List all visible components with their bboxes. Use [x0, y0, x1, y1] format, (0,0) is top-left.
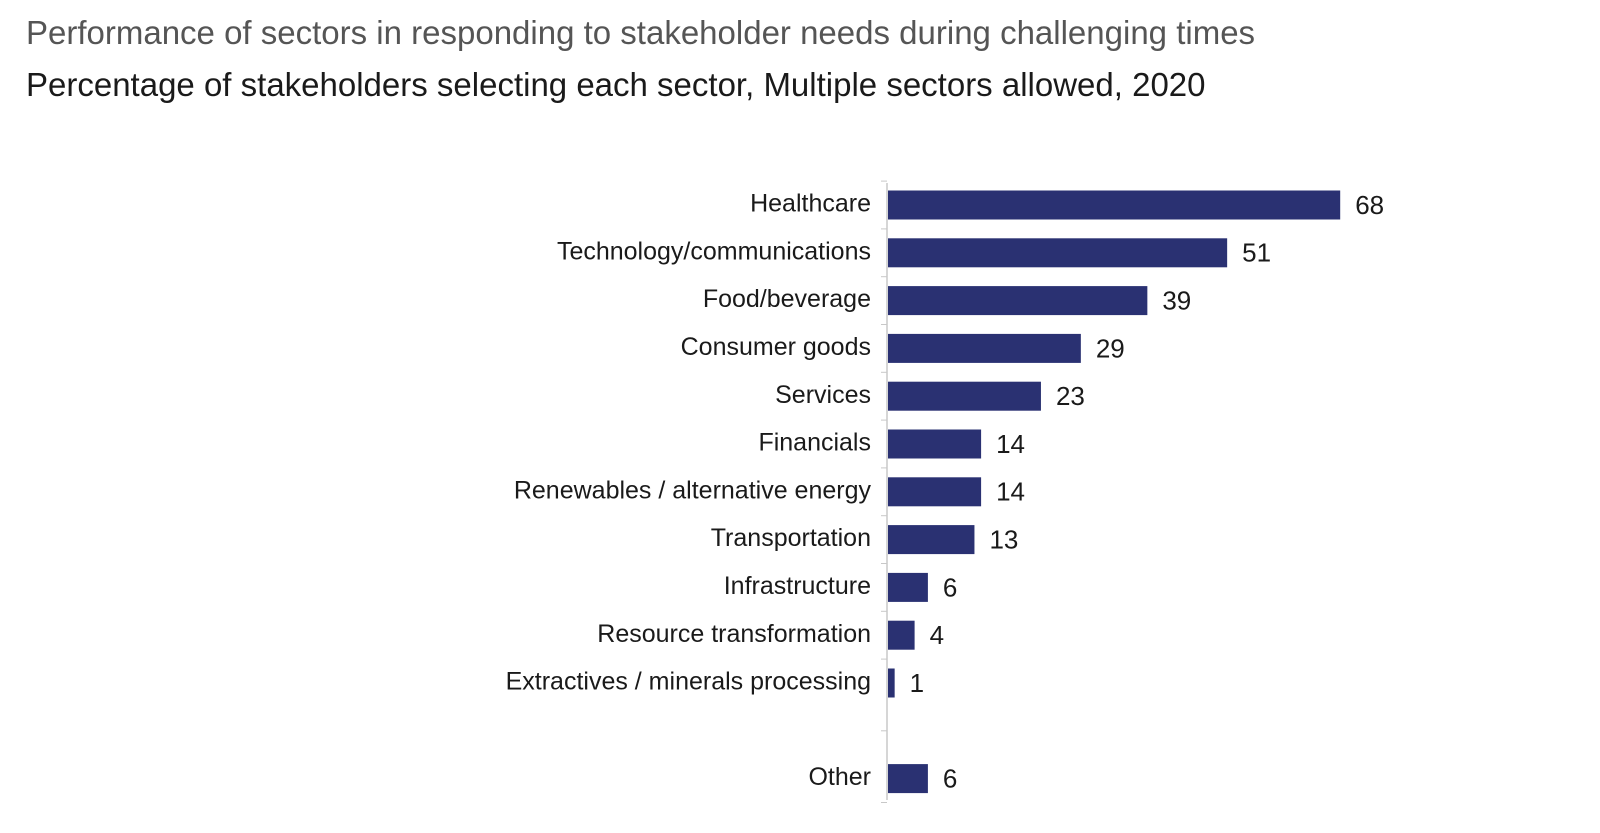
value-label: 68: [1355, 190, 1384, 220]
category-label: Services: [775, 381, 871, 409]
category-label: Renewables / alternative energy: [514, 476, 872, 504]
bar: [888, 668, 895, 698]
category-label: Other: [808, 763, 871, 791]
value-label: 14: [996, 477, 1025, 507]
value-label: 13: [989, 524, 1018, 554]
category-label: Financials: [758, 429, 871, 457]
value-label: 23: [1056, 381, 1085, 411]
category-label: Food/beverage: [703, 285, 871, 313]
value-label: 29: [1096, 333, 1125, 363]
bar: [888, 572, 928, 602]
category-label: Technology/communications: [557, 237, 871, 265]
bar: [888, 620, 915, 650]
bar: [888, 333, 1081, 363]
value-label: 6: [943, 572, 957, 602]
value-label: 1: [910, 668, 924, 698]
value-label: 4: [930, 620, 944, 650]
bar: [888, 429, 982, 459]
category-label: Transportation: [711, 524, 871, 552]
bar: [888, 381, 1041, 411]
value-label: 6: [943, 763, 957, 793]
bar: [888, 764, 928, 794]
value-label: 39: [1162, 285, 1191, 315]
value-label: 14: [996, 429, 1025, 459]
bar: [888, 190, 1341, 220]
bar: [888, 238, 1228, 268]
category-label: Infrastructure: [724, 572, 871, 600]
category-label: Resource transformation: [597, 620, 871, 648]
category-label: Consumer goods: [681, 333, 871, 361]
chart-title: Performance of sectors in responding to …: [26, 14, 1256, 51]
category-label: Healthcare: [750, 190, 871, 218]
bar: [888, 477, 982, 507]
bar: [888, 286, 1148, 316]
value-label: 51: [1242, 238, 1271, 268]
chart-subtitle: Percentage of stakeholders selecting eac…: [26, 66, 1206, 103]
bar: [888, 525, 975, 555]
category-label: Extractives / minerals processing: [506, 668, 871, 696]
